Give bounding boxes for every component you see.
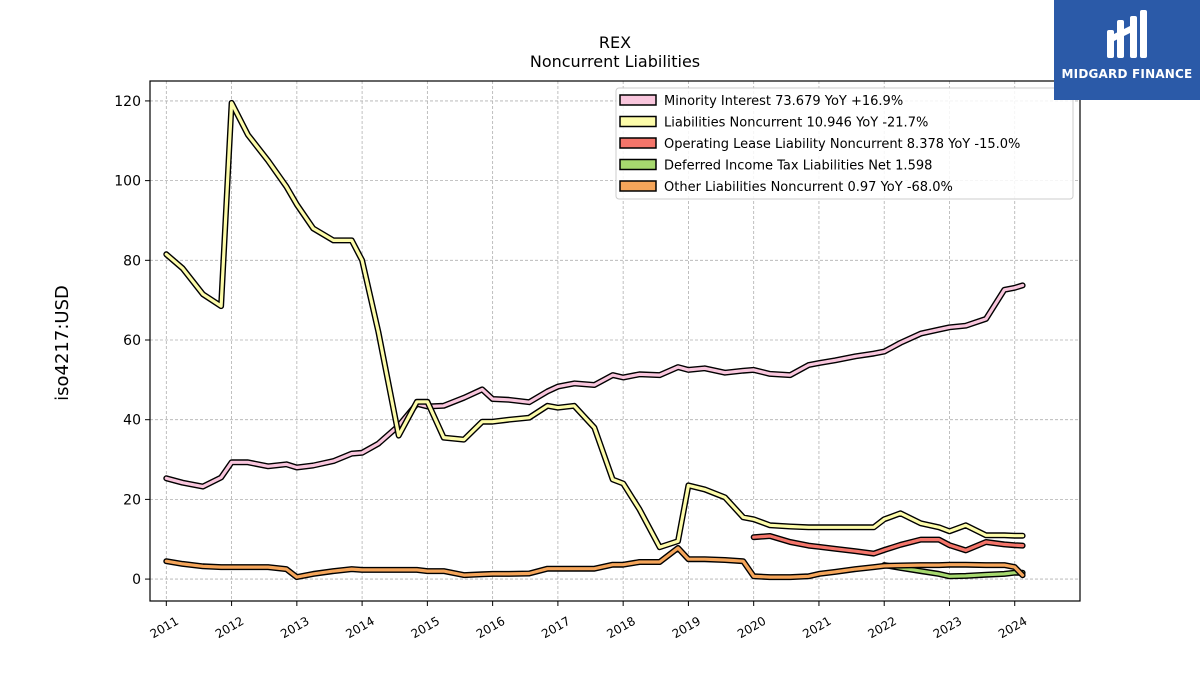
series-line bbox=[164, 101, 1025, 549]
legend-swatch bbox=[619, 115, 657, 128]
logo-text: MIDGARD FINANCE bbox=[1061, 67, 1193, 81]
x-tick-label: 2024 bbox=[996, 614, 1029, 641]
y-tick-label: 0 bbox=[132, 572, 141, 588]
chart-title: REX bbox=[599, 33, 631, 52]
legend-label: Liabilities Noncurrent 10.946 YoY -21.7% bbox=[664, 116, 928, 131]
y-tick-label: 20 bbox=[123, 492, 141, 508]
x-tick-label: 2022 bbox=[865, 614, 898, 641]
x-tick-label: 2018 bbox=[604, 614, 637, 641]
legend: Minority Interest 73.679 YoY +16.9% Liabi… bbox=[615, 87, 1074, 200]
x-tick-label: 2012 bbox=[213, 614, 246, 641]
plot-frame bbox=[149, 80, 1081, 602]
series-line bbox=[164, 546, 1025, 579]
legend-label: Other Liabilities Noncurrent 0.97 YoY -6… bbox=[664, 180, 953, 195]
x-tick-label: 2020 bbox=[735, 614, 768, 641]
y-tick-label: 40 bbox=[123, 413, 141, 429]
series-line bbox=[164, 283, 1025, 489]
x-tick-label: 2014 bbox=[343, 614, 376, 641]
x-tick-label: 2017 bbox=[539, 614, 572, 641]
series-line-outline bbox=[163, 545, 1026, 581]
series-line bbox=[752, 534, 1025, 556]
y-tick-label: 80 bbox=[123, 253, 141, 269]
logo-mark-icon bbox=[1107, 10, 1147, 58]
chart-subtitle: Noncurrent Liabilities bbox=[530, 52, 700, 71]
legend-label: Minority Interest 73.679 YoY +16.9% bbox=[664, 94, 903, 109]
y-ticks: 0 20 40 60 80 100 120 bbox=[114, 94, 150, 588]
y-axis-label: iso4217:USD bbox=[52, 285, 73, 401]
x-tick-label: 2011 bbox=[148, 614, 181, 641]
x-tick-label: 2021 bbox=[800, 614, 833, 641]
legend-swatch bbox=[619, 180, 657, 192]
x-tick-label: 2015 bbox=[409, 614, 442, 641]
x-tick-label: 2023 bbox=[931, 614, 964, 641]
y-tick-label: 100 bbox=[114, 174, 141, 190]
series-line bbox=[882, 563, 1025, 578]
x-tick-label: 2016 bbox=[474, 614, 507, 641]
legend-box bbox=[615, 87, 1074, 200]
legend-swatch bbox=[619, 158, 657, 171]
y-tick-label: 120 bbox=[114, 94, 141, 110]
y-tick-label: 60 bbox=[123, 333, 141, 349]
legend-label: Deferred Income Tax Liabilities Net 1.59… bbox=[664, 159, 932, 174]
series-layer bbox=[163, 99, 1026, 581]
x-tick-label: 2019 bbox=[670, 614, 703, 641]
legend-swatch bbox=[619, 137, 657, 149]
legend-swatch bbox=[619, 94, 657, 106]
x-ticks: 2011 2012 2013 2014 2015 2016 2017 2018 2019 2020… bbox=[148, 601, 1029, 641]
x-tick-label: 2013 bbox=[278, 614, 311, 641]
midgard-finance-logo: MIDGARD FINANCE bbox=[1054, 0, 1200, 100]
legend-label: Operating Lease Liability Noncurrent 8.3… bbox=[664, 137, 1020, 152]
